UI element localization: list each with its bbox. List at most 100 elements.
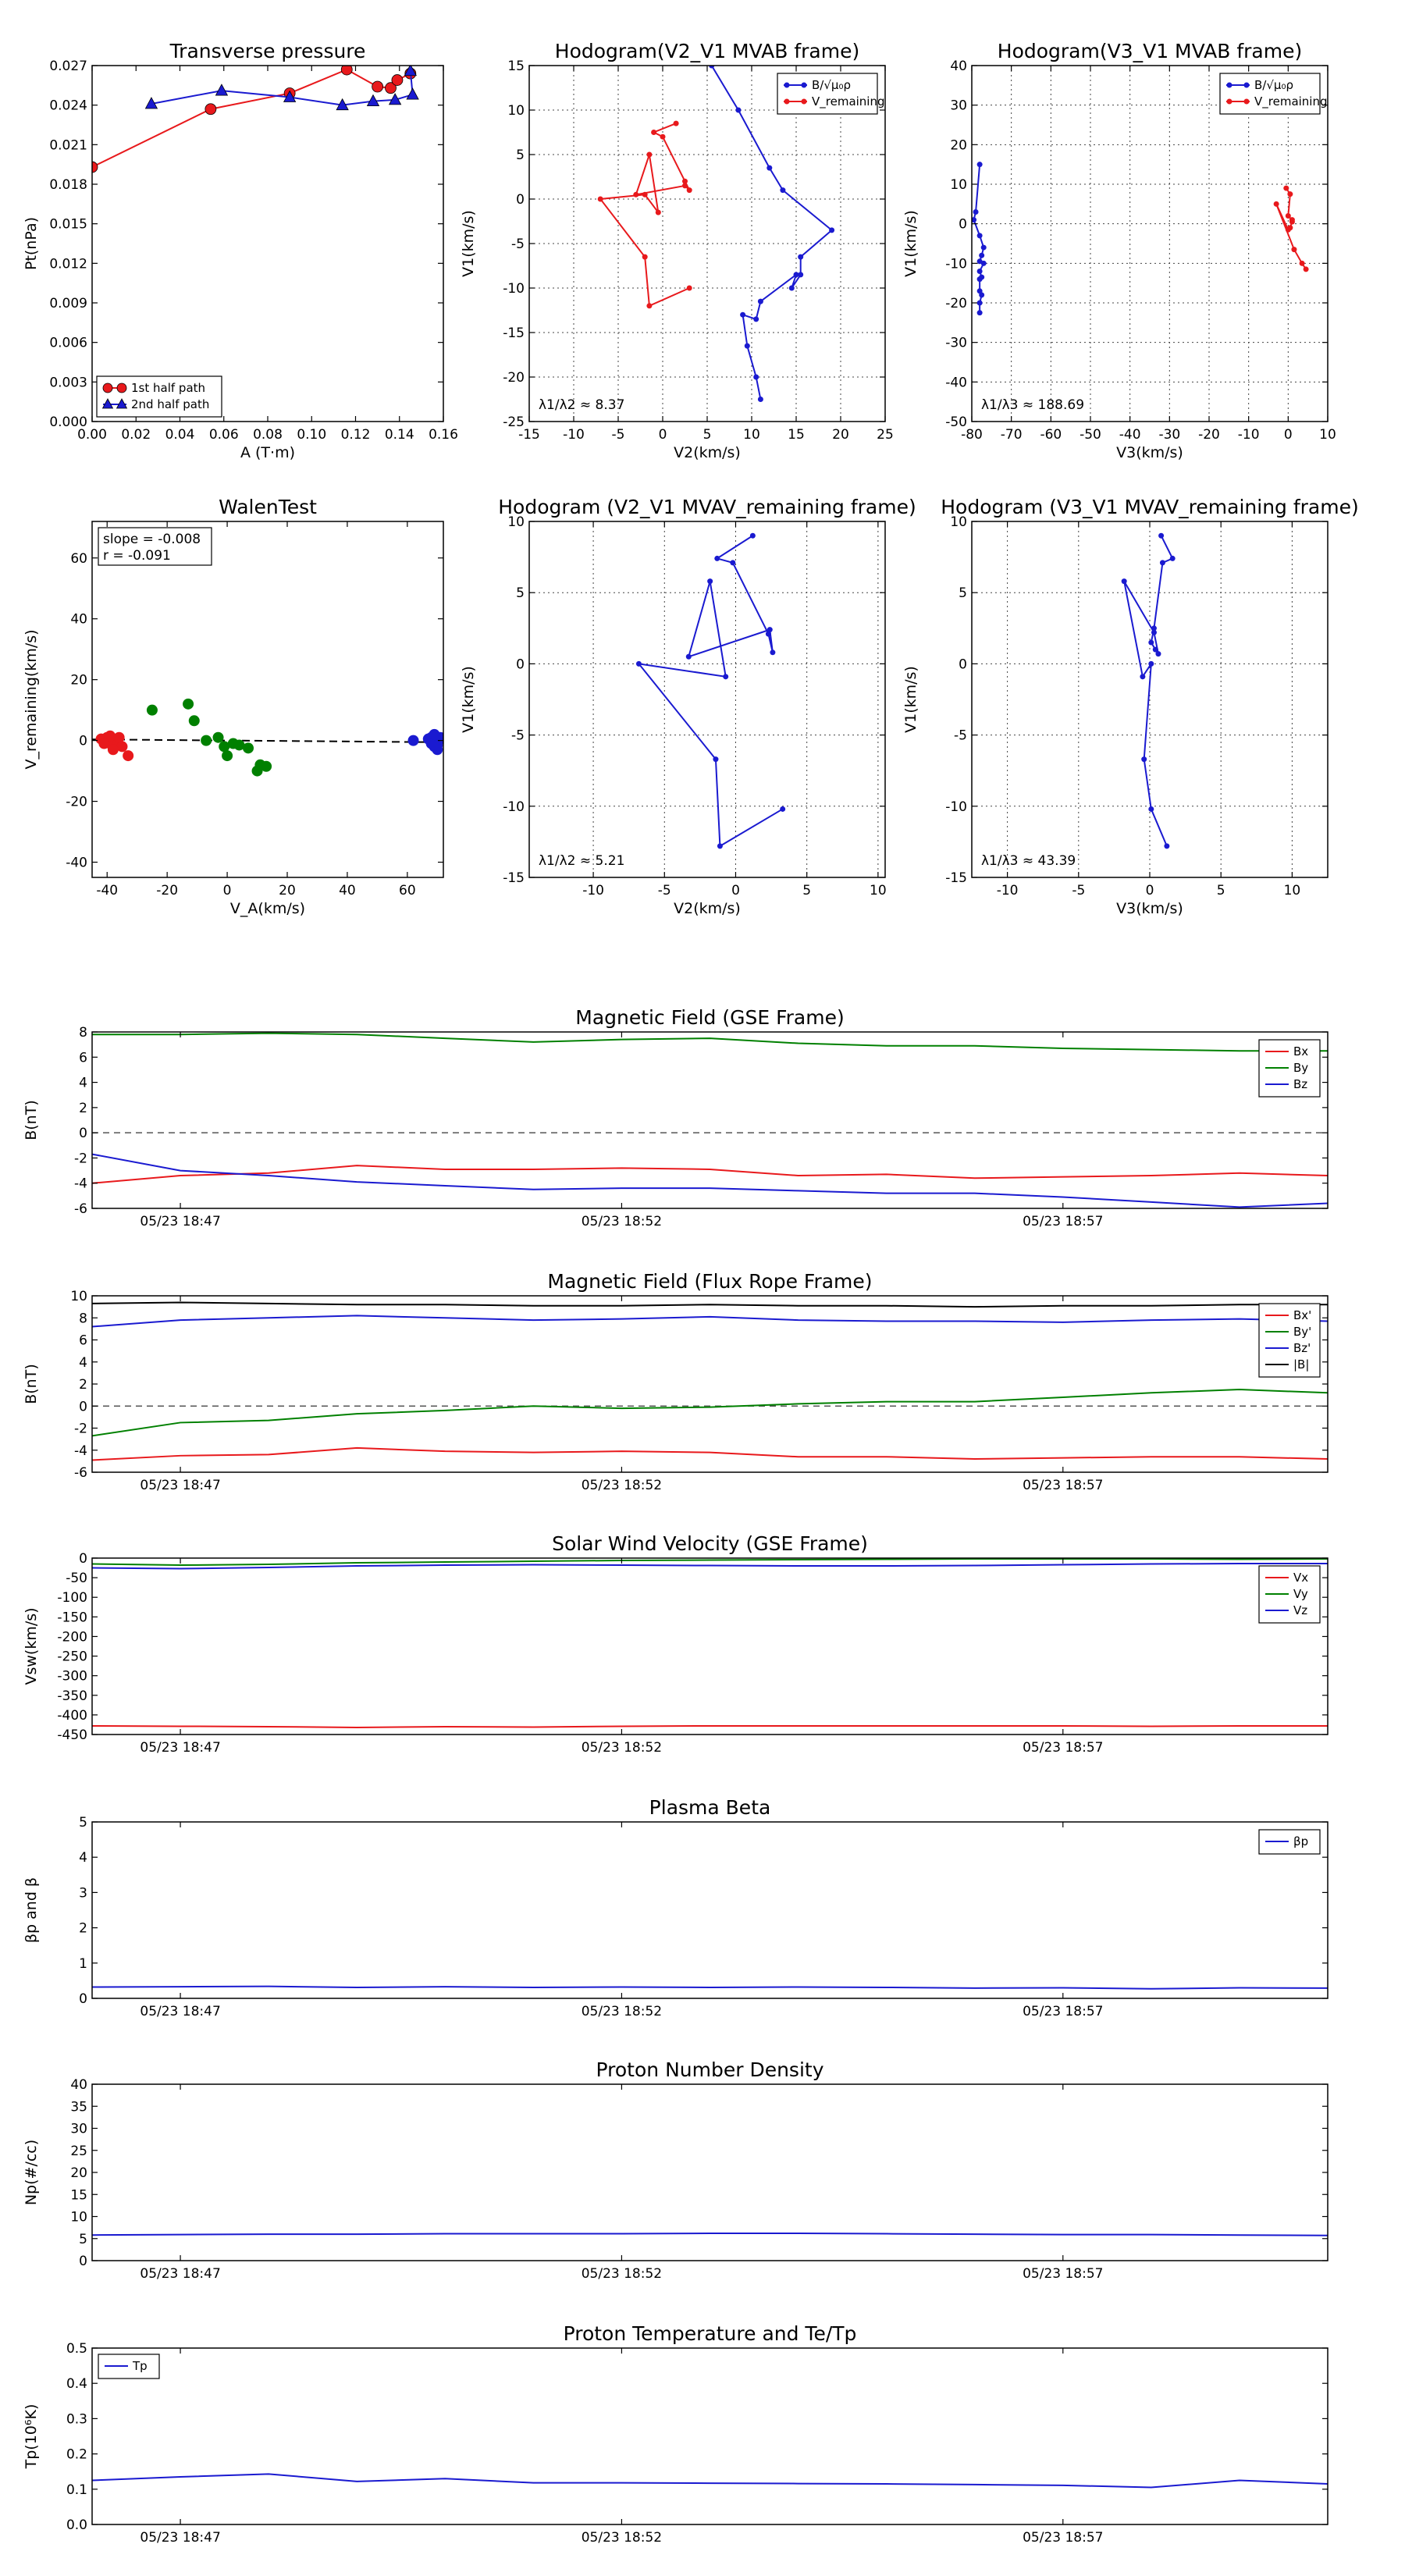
x-tick-label: 5 [703, 427, 712, 443]
y-tick-label: 10 [950, 514, 967, 530]
data-point [201, 735, 212, 746]
legend-label: V_remaining [1254, 94, 1328, 109]
x-tick-label: 0 [659, 427, 667, 443]
x-tick-label: 0.14 [385, 427, 414, 443]
y-tick-label: 15 [507, 59, 525, 74]
axis-frame [91, 2347, 1329, 2525]
data-point [372, 80, 384, 93]
x-tick-label: 0 [223, 883, 232, 898]
data-point [646, 303, 653, 309]
chart-title: Magnetic Field (GSE Frame) [575, 1006, 844, 1029]
y-tick-label: -300 [57, 1669, 87, 1685]
x-axis-label: V3(km/s) [1116, 444, 1183, 461]
data-point [757, 298, 763, 304]
legend-frame [1219, 73, 1321, 115]
data-point [642, 254, 648, 260]
y-tick-label: 6 [79, 1333, 87, 1349]
axis-frame [971, 65, 1329, 422]
series-line [92, 1985, 1328, 1990]
y-tick-label: 40 [70, 612, 87, 628]
y-tick-label: -2 [74, 1151, 87, 1166]
stats-line: slope = -0.008 [103, 532, 201, 547]
chart-proton_temp: 05/23 18:47 05/23 18:52 05/23 18:57 0.0 0.1 0… [23, 2322, 1329, 2546]
series-line [92, 2232, 1328, 2236]
x-tick-label: 0.08 [253, 427, 283, 443]
data-point [597, 196, 603, 202]
legend-marker [784, 98, 790, 105]
data-point [340, 66, 353, 76]
legend-marker [1226, 82, 1232, 88]
y-tick-label: 0 [959, 217, 967, 233]
x-tick-label: 05/23 18:47 [140, 1740, 220, 1756]
y-tick-label: 0.021 [49, 137, 87, 153]
chart-title: Proton Number Density [596, 2058, 824, 2081]
y-tick-label: 10 [70, 2210, 87, 2226]
data-point [404, 66, 417, 76]
data-point [1151, 625, 1157, 632]
series-bz- [92, 1315, 1328, 1328]
data-point [635, 660, 642, 667]
data-point [1289, 219, 1295, 225]
y-axis-label: Pt(nPa) [23, 217, 40, 270]
legend-marker [1243, 82, 1250, 88]
data-point [1285, 213, 1291, 219]
data-point [798, 272, 804, 278]
series-line [92, 1315, 1328, 1328]
series-v-remaining [597, 120, 692, 309]
y-tick-label: 0.3 [66, 2411, 87, 2427]
y-tick-label: 0 [79, 734, 87, 749]
data-point [646, 151, 653, 158]
y-axis-label: B(nT) [23, 1100, 40, 1140]
series-line [92, 1032, 1328, 1052]
data-point [1141, 756, 1147, 763]
data-point [682, 178, 688, 184]
y-tick-label: 5 [516, 585, 525, 601]
chart-vsw_gse: 05/23 18:47 05/23 18:52 05/23 18:57 -450 -40… [23, 1532, 1329, 1756]
data-point [976, 268, 983, 274]
x-tick-label: 20 [279, 883, 296, 898]
legend: Tp [98, 2354, 160, 2379]
data-point [1159, 560, 1165, 566]
series--b- [92, 1301, 1328, 1308]
data-point [1299, 260, 1305, 266]
legend-marker [102, 382, 113, 393]
y-tick-label: 0 [79, 1399, 87, 1414]
data-point [735, 107, 742, 113]
x-tick-label: 05/23 18:47 [140, 2004, 220, 2019]
legend-label: Vy [1293, 1587, 1308, 1601]
y-tick-label: 4 [79, 1355, 87, 1371]
x-tick-label: 05/23 18:57 [1023, 2530, 1103, 2546]
x-tick-label: -5 [658, 883, 671, 898]
x-tick-label: 05/23 18:47 [140, 2530, 220, 2546]
legend-label: Bz [1293, 1077, 1307, 1091]
eigen-ratio-label: λ1/λ3 ≈ 43.39 [981, 853, 1076, 869]
legend-frame [777, 73, 878, 115]
legend: βp [1258, 1829, 1321, 1855]
chart-title: Hodogram (V3_V1 MVAV_remaining frame) [941, 496, 1359, 518]
data-point [1164, 843, 1170, 849]
x-tick-label: 10 [1319, 427, 1336, 443]
data-point [261, 760, 272, 772]
chart-bfield_fluxrope: 05/23 18:47 05/23 18:52 05/23 18:57 -6 -4 -2 0… [23, 1270, 1329, 1493]
legend-marker [116, 398, 128, 409]
y-tick-label: -50 [66, 1571, 87, 1586]
eigen-ratio-label: λ1/λ2 ≈ 8.37 [539, 397, 624, 413]
legend-label: Bx' [1293, 1308, 1311, 1322]
y-tick-label: -10 [945, 799, 967, 815]
y-tick-label: 0 [516, 656, 525, 672]
series-line [92, 1446, 1328, 1461]
legend-label: 2nd half path [131, 397, 209, 411]
y-tick-label: 4 [79, 1076, 87, 1091]
data-point [1158, 532, 1165, 539]
data-point [123, 750, 134, 762]
legend-marker [101, 398, 114, 409]
y-tick-label: -450 [57, 1727, 87, 1743]
series-1 [146, 698, 272, 777]
legend-label: Bx [1293, 1044, 1308, 1059]
chart-bfield_gse: 05/23 18:47 05/23 18:52 05/23 18:57 -6 -4 -2 0… [23, 1006, 1329, 1229]
y-tick-label: 2 [79, 1377, 87, 1393]
data-point [744, 343, 750, 349]
data-point [107, 744, 119, 756]
x-tick-label: 05/23 18:52 [582, 1478, 662, 1493]
